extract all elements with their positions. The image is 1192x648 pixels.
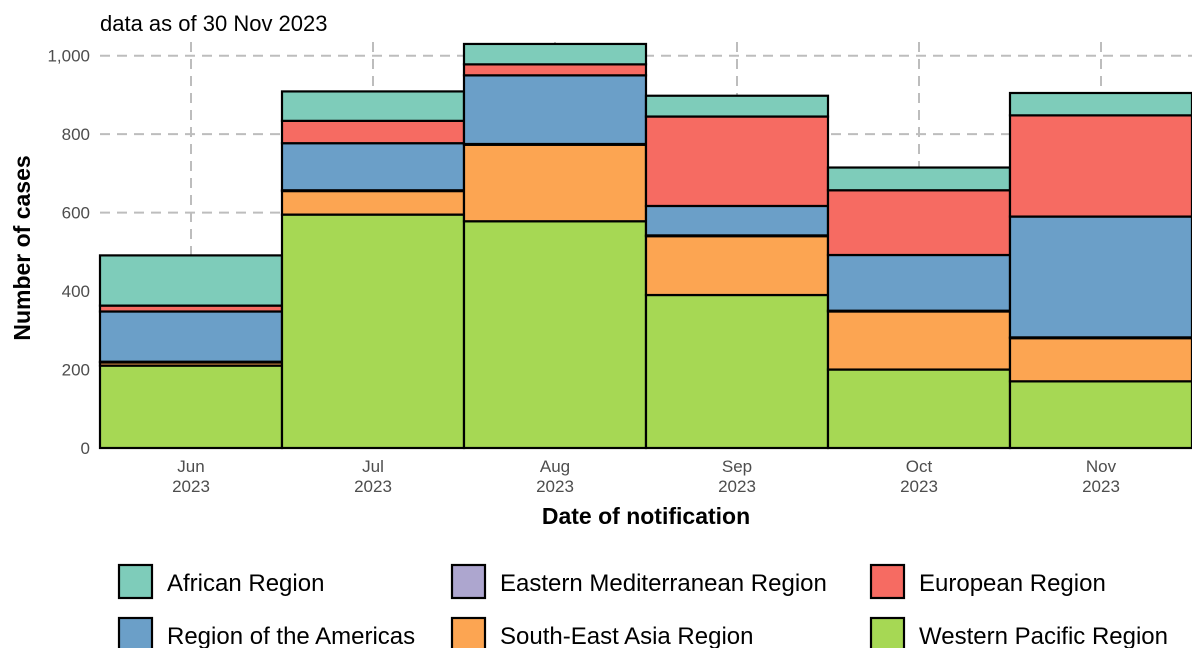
x-tick-label: Jun 2023: [172, 457, 210, 496]
bar-segment: [826, 253, 1012, 312]
legend-swatch: [450, 616, 487, 648]
bar-segment: [1008, 114, 1192, 218]
bar-segment: [280, 189, 466, 216]
bar-segment: [826, 310, 1012, 371]
legend: African Region Eastern Mediterranean Regi…: [117, 563, 1168, 648]
bar-segment: [462, 143, 648, 223]
legend-swatch: [117, 616, 154, 648]
y-tick-label: 200: [62, 361, 90, 380]
y-tick-label: 600: [62, 204, 90, 223]
x-tick-label: Sep 2023: [718, 457, 756, 496]
bar-segment: [462, 42, 648, 66]
y-tick-label: 0: [81, 439, 90, 458]
bar-segment: [1008, 91, 1192, 117]
bar-segment: [644, 94, 830, 118]
bar-segment: [280, 119, 466, 145]
bar-segment: [644, 235, 830, 297]
chart-subtitle: data as of 30 Nov 2023: [100, 11, 328, 36]
legend-swatch: [450, 563, 487, 600]
legend-swatch: [117, 563, 154, 600]
legend-label: Region of the Americas: [167, 623, 415, 648]
y-tick-label: 800: [62, 125, 90, 144]
bar-segment: [826, 166, 1012, 192]
bar-segment: [98, 310, 284, 363]
bar-segment: [644, 115, 830, 208]
legend-label: Western Pacific Region: [919, 623, 1168, 648]
bar-segment: [98, 254, 284, 307]
x-tick-label: Jul 2023: [354, 457, 392, 496]
y-axis-ticks: 0 200 400 600 800 1,000: [47, 47, 90, 458]
x-axis-ticks: Jun 2023 Jul 2023 Aug 2023 Sep 2023 Oct 2023 Nov 20…: [172, 457, 1120, 496]
legend-label: Eastern Mediterranean Region: [500, 570, 827, 597]
bars: [98, 42, 1192, 450]
bar-segment: [1008, 380, 1192, 450]
bar-segment: [98, 364, 284, 450]
legend-label: African Region: [167, 570, 324, 597]
y-tick-label: 400: [62, 282, 90, 301]
bar-segment: [826, 189, 1012, 257]
x-tick-label: Oct 2023: [900, 457, 938, 496]
x-tick-label: Nov 2023: [1082, 457, 1120, 496]
bar-segment: [462, 74, 648, 146]
x-axis-title: Date of notification: [542, 503, 750, 529]
bar-segment: [280, 90, 466, 122]
legend-swatch: [869, 616, 906, 648]
bar-segment: [1008, 215, 1192, 339]
y-tick-label: 1,000: [47, 47, 90, 66]
bar-segment: [462, 63, 648, 77]
legend-label: European Region: [919, 570, 1106, 597]
bar-segment: [280, 213, 466, 450]
bar-segment: [644, 293, 830, 450]
x-tick-label: Aug 2023: [536, 457, 574, 496]
bar-segment: [462, 220, 648, 450]
bar-segment: [644, 204, 830, 237]
legend-swatch: [869, 563, 906, 600]
bar-segment: [1008, 337, 1192, 383]
legend-label: South-East Asia Region: [500, 623, 754, 648]
bar-segment: [280, 142, 466, 192]
y-axis-title: Number of cases: [9, 155, 35, 340]
bar-segment: [826, 368, 1012, 450]
